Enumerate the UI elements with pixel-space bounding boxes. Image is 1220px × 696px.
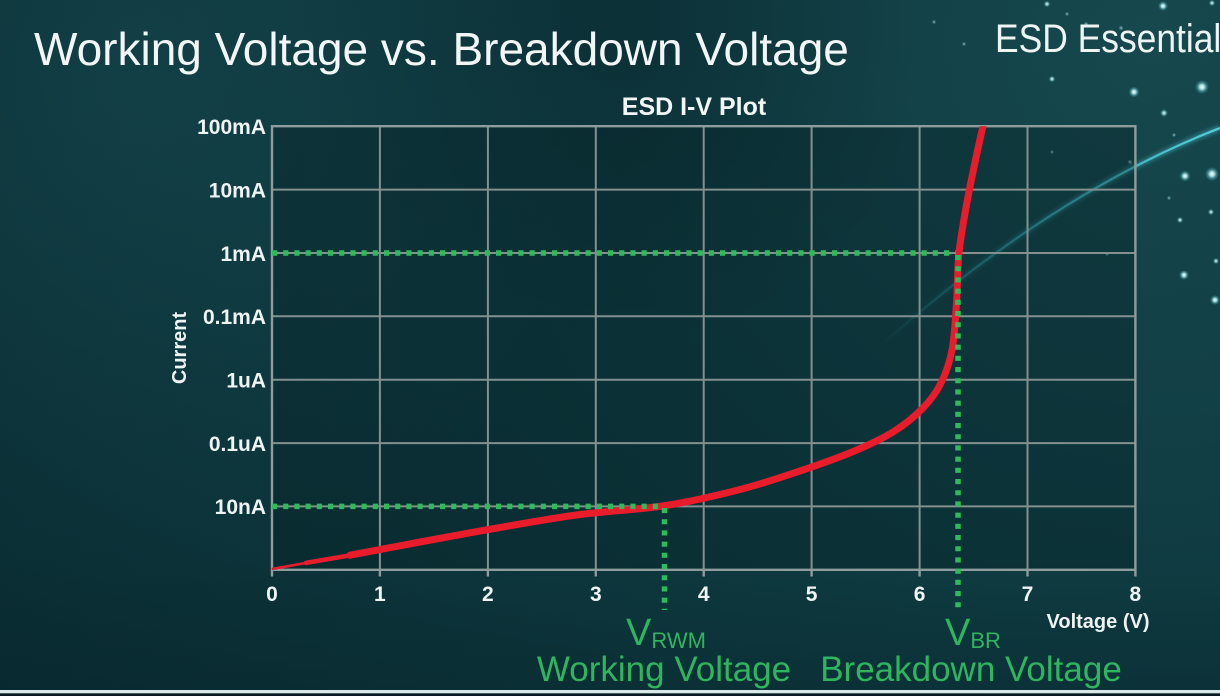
- svg-text:6: 6: [914, 583, 926, 606]
- svg-text:Voltage (V): Voltage (V): [1047, 611, 1150, 633]
- svg-text:Current: Current: [169, 312, 191, 385]
- svg-text:10nA: 10nA: [215, 496, 266, 519]
- svg-text:ESD Essentials: ESD Essentials: [995, 17, 1220, 61]
- svg-text:5: 5: [806, 583, 818, 606]
- svg-text:7: 7: [1022, 583, 1034, 606]
- svg-text:1: 1: [374, 583, 386, 606]
- svg-text:10mA: 10mA: [209, 179, 266, 202]
- svg-text:1mA: 1mA: [220, 243, 266, 266]
- svg-text:2: 2: [482, 583, 494, 606]
- svg-text:4: 4: [698, 583, 710, 606]
- svg-text:1uA: 1uA: [226, 370, 266, 393]
- svg-text:0.1uA: 0.1uA: [209, 433, 266, 456]
- svg-text:ESD I-V Plot: ESD I-V Plot: [622, 93, 767, 121]
- svg-text:Working Voltage: Working Voltage: [537, 650, 791, 689]
- svg-text:0.1mA: 0.1mA: [203, 306, 266, 329]
- svg-text:3: 3: [590, 583, 602, 606]
- svg-text:Breakdown Voltage: Breakdown Voltage: [820, 650, 1122, 689]
- svg-text:0: 0: [266, 583, 278, 606]
- svg-text:Working Voltage vs. Breakdown: Working Voltage vs. Breakdown Voltage: [34, 23, 849, 75]
- svg-text:100mA: 100mA: [197, 116, 266, 139]
- svg-text:8: 8: [1130, 583, 1142, 606]
